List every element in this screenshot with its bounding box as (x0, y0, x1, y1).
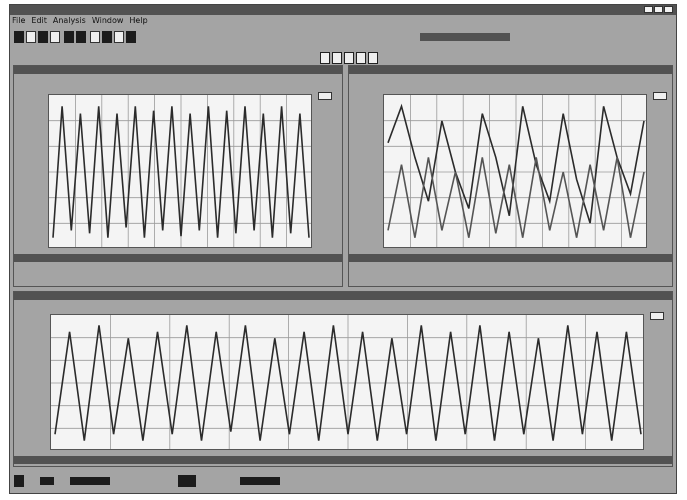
status-icon (14, 475, 24, 487)
status-field (240, 477, 280, 485)
zoom-icon[interactable] (102, 31, 112, 43)
waveform-chart-bottom (51, 315, 643, 449)
new-icon[interactable] (14, 31, 24, 43)
close-button[interactable] (664, 6, 673, 13)
plot-area-top-left (48, 94, 312, 248)
application-window: File Edit Analysis Window Help (9, 4, 677, 494)
minimize-button[interactable] (644, 6, 653, 13)
print-icon[interactable] (50, 31, 60, 43)
menu-window[interactable]: Window (91, 16, 124, 25)
plot-tool-button[interactable] (356, 52, 366, 64)
menu-help[interactable]: Help (129, 16, 148, 25)
panel-top-left (13, 65, 343, 287)
menu-edit[interactable]: Edit (31, 16, 47, 25)
cut-icon[interactable] (64, 31, 74, 43)
panel-title-bar (14, 66, 342, 74)
channel-icon (178, 475, 196, 487)
panel-scrollbar[interactable] (14, 456, 672, 464)
waveform-chart-top-left (49, 95, 311, 247)
maximize-button[interactable] (654, 6, 663, 13)
copy-icon[interactable] (76, 31, 86, 43)
status-bar (10, 469, 676, 493)
toolbar (10, 27, 676, 49)
panel-menu-button[interactable] (318, 92, 332, 100)
plot-area-bottom (50, 314, 644, 450)
paste-icon[interactable] (90, 31, 100, 43)
panel-title-bar (14, 292, 672, 300)
panel-title-bar (349, 66, 672, 74)
open-icon[interactable] (26, 31, 36, 43)
panel-top-right (348, 65, 673, 287)
plot-tool-button[interactable] (320, 52, 330, 64)
mode-icon (40, 477, 54, 485)
toolbar-field[interactable] (420, 33, 510, 41)
window-controls (644, 6, 673, 13)
panel-scrollbar[interactable] (14, 254, 342, 262)
series-line-1 (387, 103, 645, 224)
save-icon[interactable] (38, 31, 48, 43)
title-bar (10, 5, 676, 15)
plot-tool-button[interactable] (332, 52, 342, 64)
series-line-1 (54, 325, 642, 441)
plot-tools (320, 52, 378, 64)
series-line-1 (52, 106, 310, 238)
menu-file[interactable]: File (12, 16, 26, 25)
series-line-2 (387, 157, 645, 238)
panel-menu-button[interactable] (653, 92, 667, 100)
waveform-chart-top-right (384, 95, 646, 247)
menu-bar: File Edit Analysis Window Help (12, 16, 148, 26)
menu-analysis[interactable]: Analysis (52, 16, 86, 25)
cursor-icon[interactable] (114, 31, 124, 43)
plot-tool-button[interactable] (368, 52, 378, 64)
panel-bottom (13, 291, 673, 467)
panel-scrollbar[interactable] (349, 254, 672, 262)
status-field (70, 477, 110, 485)
measure-icon[interactable] (126, 31, 136, 43)
panel-menu-button[interactable] (650, 312, 664, 320)
plot-tool-button[interactable] (344, 52, 354, 64)
plot-area-top-right (383, 94, 647, 248)
